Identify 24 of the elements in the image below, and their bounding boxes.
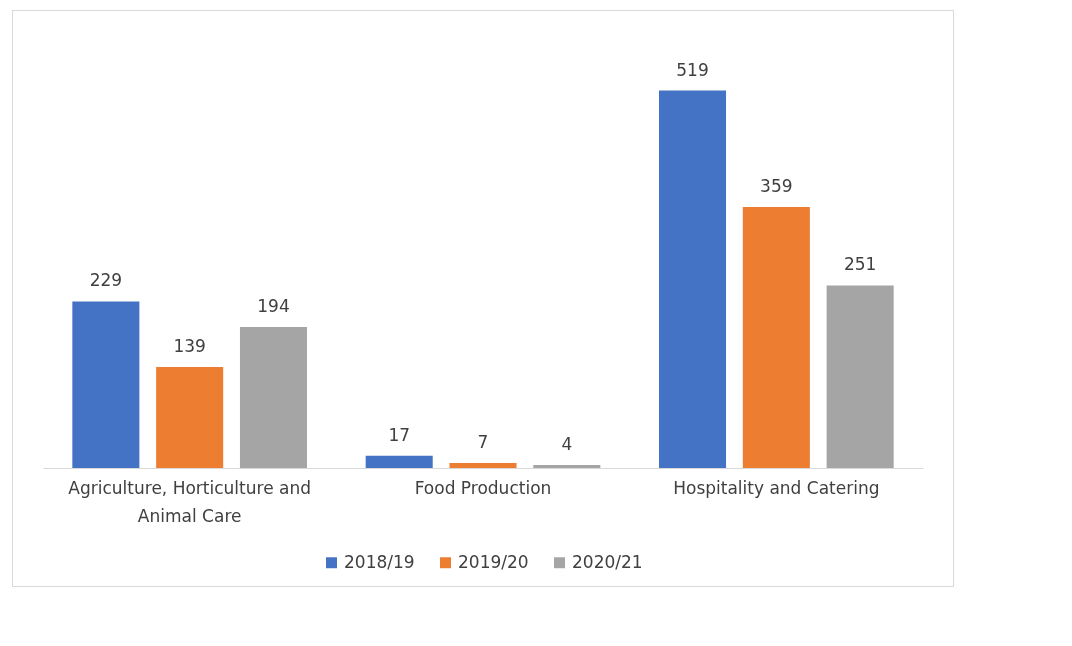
bar [72, 301, 140, 468]
bar [826, 285, 894, 468]
bar [742, 206, 810, 468]
bar [365, 455, 433, 468]
data-label: 519 [676, 59, 709, 80]
data-label: 359 [760, 175, 793, 196]
legend-label: 2020/21 [572, 551, 643, 572]
x-tick-label: Hospitality and Catering [673, 477, 880, 498]
x-tick-label: Agriculture, Horticulture and Animal Care [68, 477, 311, 526]
bar [239, 326, 307, 468]
data-label: 139 [173, 335, 206, 356]
data-label: 194 [257, 295, 290, 316]
data-label: 4 [561, 434, 573, 455]
data-label: 251 [843, 254, 877, 275]
data-label: 7 [477, 431, 489, 452]
data-label: 229 [89, 270, 123, 291]
x-tick-label: Food Production [414, 477, 552, 498]
bar [156, 366, 224, 468]
legend-label: 2019/20 [458, 551, 529, 572]
bar [449, 462, 517, 468]
legend-label: 2018/19 [344, 551, 415, 572]
data-label: 17 [388, 424, 411, 445]
bar [533, 465, 601, 468]
bar [659, 90, 727, 468]
